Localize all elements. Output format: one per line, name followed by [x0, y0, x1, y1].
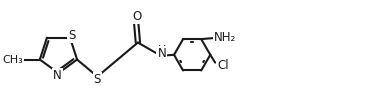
Text: N: N — [53, 69, 62, 82]
Text: O: O — [132, 10, 141, 23]
Text: S: S — [68, 29, 76, 42]
Text: S: S — [94, 73, 101, 86]
Text: H: H — [158, 45, 166, 55]
Text: CH₃: CH₃ — [3, 55, 23, 65]
Text: NH₂: NH₂ — [214, 31, 236, 44]
Text: Cl: Cl — [217, 59, 229, 72]
Text: N: N — [157, 47, 166, 60]
